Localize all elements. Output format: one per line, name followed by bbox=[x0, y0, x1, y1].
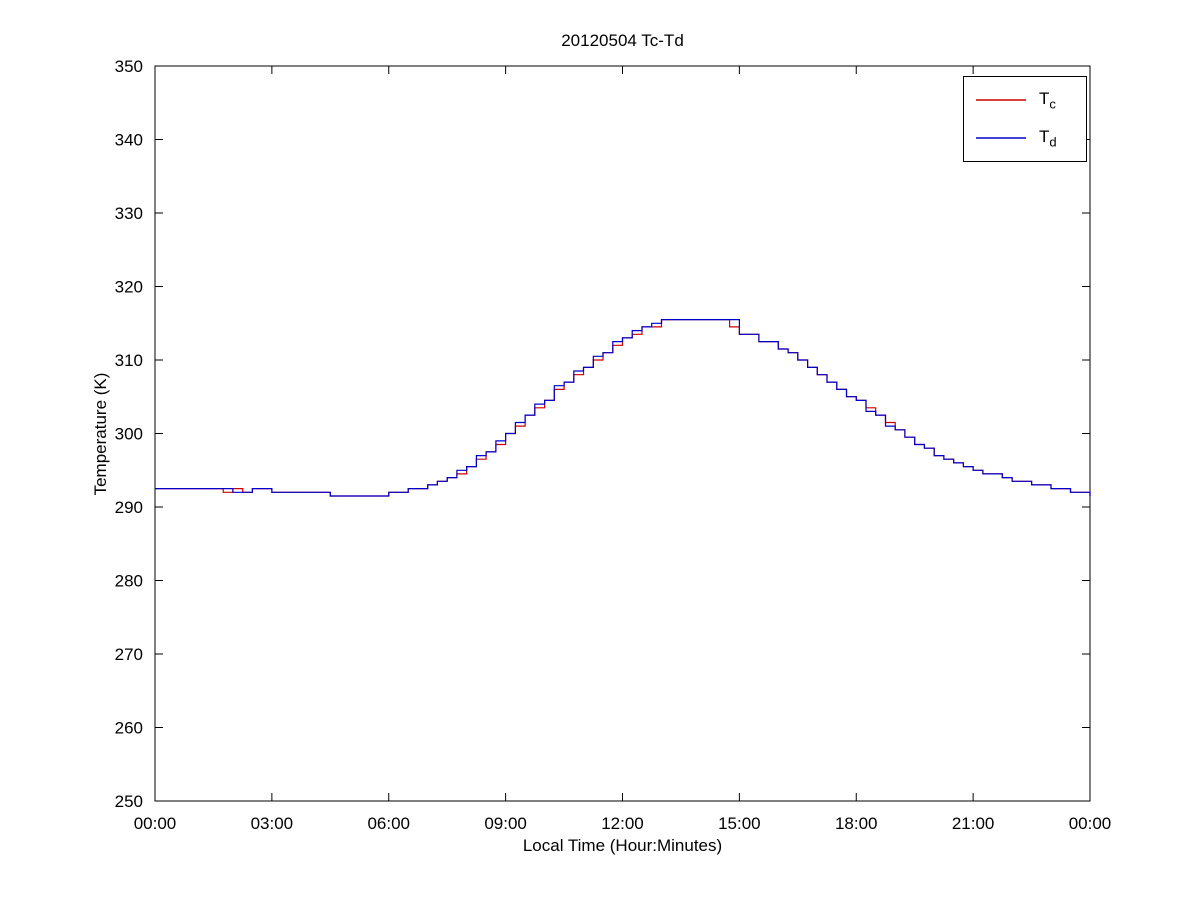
axes-box bbox=[154, 65, 1091, 802]
x-tick-label: 18:00 bbox=[835, 814, 878, 833]
y-tick-label: 300 bbox=[115, 425, 143, 444]
x-tick-label: 00:00 bbox=[134, 814, 177, 833]
legend-line-sample-td bbox=[976, 137, 1026, 139]
y-tick-label: 340 bbox=[115, 131, 143, 150]
y-tick-label: 350 bbox=[115, 57, 143, 76]
legend-label-tc: Tc bbox=[1039, 90, 1056, 110]
series-line-td bbox=[155, 319, 1091, 497]
y-tick-label: 310 bbox=[115, 351, 143, 370]
y-axis-label: Temperature (K) bbox=[91, 372, 110, 496]
legend-label-tc-sub: c bbox=[1049, 96, 1056, 112]
legend-line-sample-tc bbox=[976, 99, 1026, 101]
x-tick-label: 03:00 bbox=[251, 814, 294, 833]
legend: Tc Td bbox=[963, 76, 1087, 162]
y-tick-label: 260 bbox=[115, 719, 143, 738]
x-tick-label: 06:00 bbox=[367, 814, 410, 833]
y-tick-label: 270 bbox=[115, 645, 143, 664]
legend-entry-td: Td bbox=[964, 119, 1086, 157]
y-tick-label: 320 bbox=[115, 278, 143, 297]
x-tick-label: 00:00 bbox=[1069, 814, 1112, 833]
legend-label-td-sub: d bbox=[1049, 134, 1057, 150]
legend-entry-tc: Tc bbox=[964, 81, 1086, 119]
y-tick-label: 250 bbox=[115, 792, 143, 811]
legend-label-tc-main: T bbox=[1039, 88, 1050, 108]
legend-label-td-main: T bbox=[1039, 126, 1050, 146]
y-tick-label: 290 bbox=[115, 498, 143, 517]
x-tick-label: 15:00 bbox=[718, 814, 761, 833]
y-tick-label: 330 bbox=[115, 204, 143, 223]
legend-label-td: Td bbox=[1039, 128, 1057, 148]
series-line-tc bbox=[155, 319, 1091, 497]
y-tick-label: 280 bbox=[115, 572, 143, 591]
chart-title: 20120504 Tc-Td bbox=[561, 31, 684, 50]
x-tick-label: 21:00 bbox=[952, 814, 995, 833]
x-tick-label: 09:00 bbox=[484, 814, 527, 833]
x-axis-label: Local Time (Hour:Minutes) bbox=[522, 836, 723, 855]
x-tick-label: 12:00 bbox=[601, 814, 644, 833]
